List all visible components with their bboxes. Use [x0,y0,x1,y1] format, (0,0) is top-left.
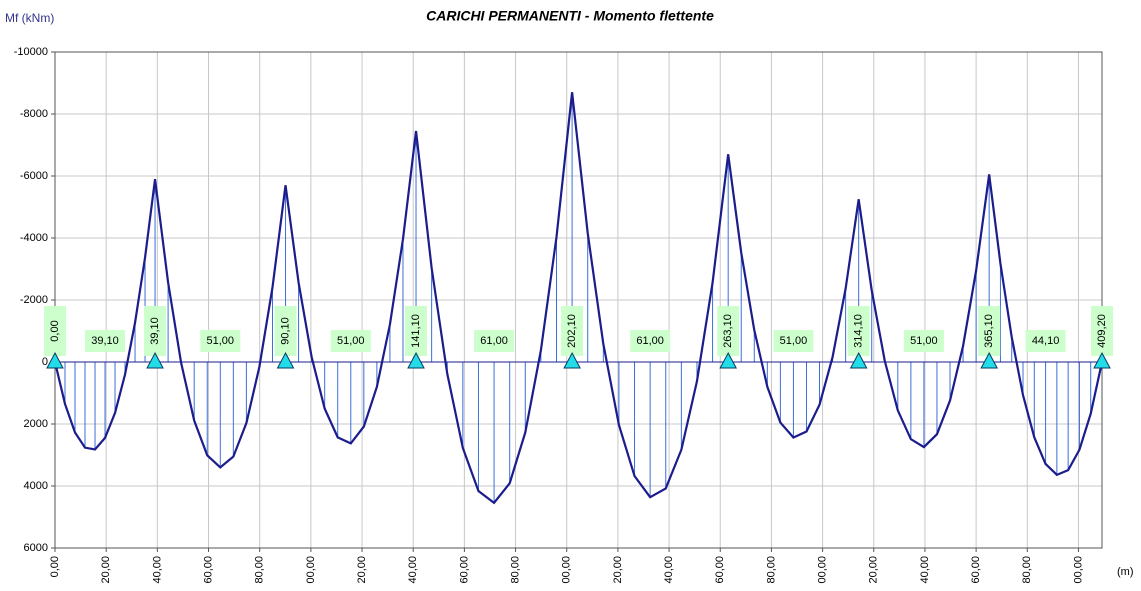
support [980,351,998,369]
span-label: 61,00 [636,335,664,347]
x-tick-label: 0,00 [49,556,61,577]
support-label: 202,10 [566,314,578,348]
x-tick-label: 20,00 [868,556,880,584]
span-label: 51,00 [337,335,365,347]
x-tick-label: 80,00 [254,556,266,584]
x-tick-label: 60,00 [970,556,982,584]
support-label: 0,00 [49,320,61,341]
support-label-box [274,306,297,356]
support-label-box [978,306,1001,356]
span-label: 61,00 [480,335,508,347]
span-label: 51,00 [207,335,235,347]
support [719,351,738,369]
x-tick-label: 80,00 [509,556,521,584]
x-tick-label: 00,00 [817,556,829,584]
support-label-box [561,306,584,356]
span-label-box [903,330,944,352]
support [46,351,64,369]
support [407,351,425,369]
x-tick-label: 20,00 [612,556,624,584]
span-label-box [773,330,814,352]
support [146,351,164,369]
x-tick-label: 80,00 [1021,556,1033,584]
support-label: 263,10 [722,314,734,348]
curve-layer [53,92,1104,505]
y-tick-label: 4000 [24,480,48,492]
x-tick-label: 20,00 [356,556,368,584]
y-tick-label: -2000 [20,294,48,306]
x-tick-label: 60,00 [202,556,214,584]
x-tick-label: 40,00 [151,556,163,584]
x-tick-label: 40,00 [407,556,419,584]
x-tick-label: 00,00 [561,556,573,584]
y-tick-label: -10000 [14,46,48,58]
span-label: 51,00 [780,335,808,347]
span-label: 44,10 [1032,335,1060,347]
span-label-box [474,330,515,352]
support [563,351,581,369]
labels: -10000-8000-6000-4000-200002000400060000… [14,46,1113,584]
support [849,351,868,369]
support [276,351,295,369]
span-label-box [85,330,126,352]
span-label-box [330,330,371,352]
support-label: 409,20 [1096,314,1108,348]
x-tick-label: 40,00 [919,556,931,584]
support-label: 365,10 [983,314,995,348]
x-tick-label: 80,00 [765,556,777,584]
support-label-box [847,306,870,356]
x-tick-label: 60,00 [714,556,726,584]
span-label: 39,10 [91,335,119,347]
support-label: 314,10 [853,314,865,348]
plot-frame [54,51,1103,549]
x-tick-label: 60,00 [458,556,470,584]
support-label-box [44,306,66,356]
support-label: 141,10 [410,314,422,348]
support-label: 90,10 [279,317,291,345]
chart-title: CARICHI PERMANENTI - Momento flettente [426,8,714,24]
span-label-box [1025,330,1066,352]
x-tick-label: 00,00 [1072,556,1084,584]
x-axis-label: (m) [1117,566,1134,578]
support-label-box [405,306,428,356]
y-tick-label: -4000 [20,232,48,244]
y-tick-label: -8000 [20,108,48,120]
span-label-box [630,330,671,352]
span-label-box [200,330,241,352]
support-label: 39,10 [149,317,161,345]
moment-curve [53,92,1104,505]
y-axis-label: Mf (kNm) [5,11,54,25]
y-tick-label: 6000 [24,542,48,554]
x-tick-label: 40,00 [663,556,675,584]
y-tick-label: -6000 [20,170,48,182]
support-label-box [1091,306,1113,356]
y-tick-label: 2000 [24,418,48,430]
span-label: 51,00 [910,335,938,347]
x-tick-label: 20,00 [100,556,112,584]
y-tick-label: 0 [42,356,48,368]
support [1093,351,1111,369]
x-tick-label: 00,00 [305,556,317,584]
support-label-box [144,306,167,356]
support-label-box [717,306,740,356]
